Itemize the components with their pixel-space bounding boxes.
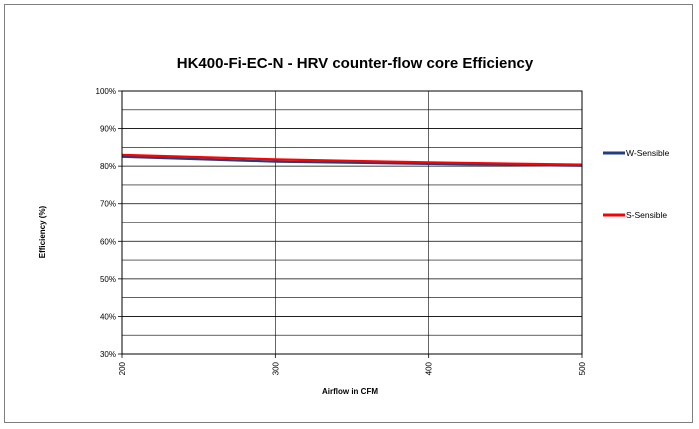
y-tick-label: 100% [96, 87, 116, 96]
x-tick-label: 300 [271, 361, 280, 375]
y-tick-label: 30% [100, 350, 116, 359]
y-tick-label: 70% [100, 200, 116, 209]
x-tick-label: 400 [425, 361, 434, 375]
y-tick-label: 40% [100, 312, 116, 321]
series-line-s-sensible [121, 153, 583, 166]
series-line-w-sensible [121, 155, 583, 167]
legend-label-w-sensible: W-Sensible [626, 148, 670, 158]
tick-layer: 30% 40% 50% 60% 70% 80% 90% 100% 200 300 400 500 [96, 87, 587, 375]
chart-svg: HK400-Fi-EC-N - HRV counter-flow core Ef… [38, 55, 670, 396]
x-tick-label: 200 [118, 361, 127, 375]
y-axis-title: Efficiency (%) [38, 205, 47, 258]
chart-title: HK400-Fi-EC-N - HRV counter-flow core Ef… [177, 55, 534, 72]
x-tick-label: 500 [578, 361, 587, 375]
x-axis-title: Airflow in CFM [322, 387, 378, 396]
plot-border [121, 90, 583, 355]
y-tick-label: 90% [100, 125, 116, 134]
y-tick-label: 80% [100, 162, 116, 171]
y-tick-label: 60% [100, 237, 116, 246]
chart-container: HK400-Fi-EC-N - HRV counter-flow core Ef… [4, 4, 693, 423]
series-layer [121, 153, 583, 167]
legend: W-Sensible S-Sensible [603, 148, 670, 220]
y-tick-label: 50% [100, 275, 116, 284]
grid-layer [121, 90, 583, 355]
legend-label-s-sensible: S-Sensible [626, 210, 667, 220]
